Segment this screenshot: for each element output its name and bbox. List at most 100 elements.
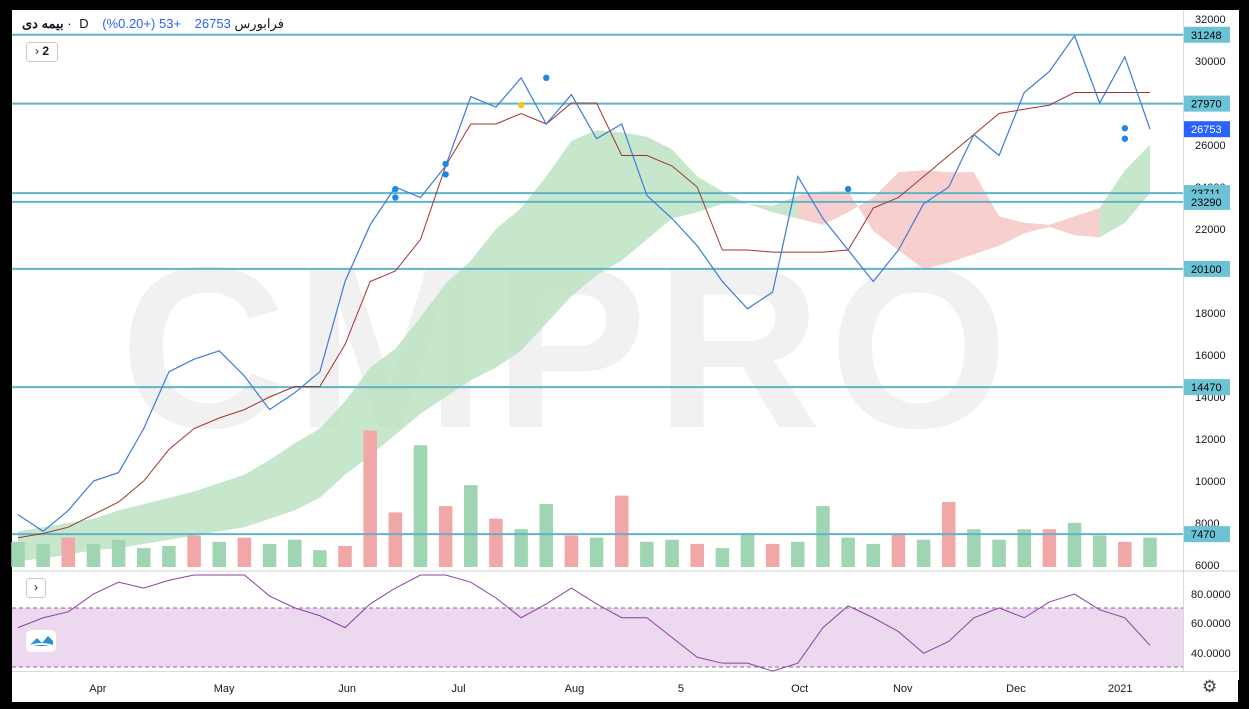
- price-axis-tick: 12000: [1195, 434, 1226, 446]
- chart-pane[interactable]: [12, 10, 1183, 680]
- volume-bar: [1067, 522, 1082, 567]
- volume-bar: [690, 543, 704, 567]
- volume-bar: [187, 535, 201, 567]
- volume-bar: [262, 543, 277, 567]
- volume-bar: [237, 537, 252, 567]
- last-price-badge: [1184, 121, 1230, 138]
- price-line: [17, 34, 1151, 533]
- rsi-axis-tick: 80.0000: [1191, 589, 1231, 601]
- price-axis-tick: 26000: [1195, 140, 1226, 152]
- volume-bar: [162, 546, 176, 567]
- chevron-right-icon: ›: [34, 44, 39, 58]
- rsi-expand-button[interactable]: ›: [26, 578, 46, 598]
- kumo-cloud-1: [797, 170, 1100, 269]
- signal-marker: [392, 185, 399, 193]
- time-axis-tick: Aug: [565, 683, 585, 695]
- price-axis-tick: 10000: [1195, 476, 1226, 488]
- volume-bar: [715, 548, 730, 567]
- level-badge-label: 20100: [1191, 264, 1222, 276]
- level-badge-27970: [1184, 95, 1230, 112]
- signal-marker: [392, 194, 399, 201]
- rsi-axis-tick: 60.0000: [1191, 618, 1231, 630]
- time-axis[interactable]: [12, 671, 1238, 702]
- volume-bar: [61, 537, 76, 567]
- volume-bar: [11, 541, 25, 567]
- time-axis-tick: Jun: [338, 683, 356, 695]
- volume-bar: [564, 535, 579, 567]
- legend-symbol: بیمه دی: [22, 16, 64, 31]
- signal-marker: [844, 185, 852, 193]
- rsi-line: [17, 574, 1151, 672]
- volume-bar: [816, 506, 830, 567]
- volume-bar: [36, 543, 50, 567]
- volume-bar: [791, 541, 805, 567]
- signal-marker: [543, 74, 550, 82]
- level-badge-label: 14470: [1191, 382, 1222, 394]
- signal-marker: [1121, 135, 1129, 142]
- level-badge-7470: [1184, 526, 1230, 543]
- time-axis-tick: 2021: [1108, 683, 1132, 695]
- collapse-indicators-button[interactable]: › 2: [26, 42, 58, 62]
- volume-bar: [287, 539, 302, 567]
- volume-bar: [1042, 529, 1057, 567]
- signal-marker: [442, 171, 449, 178]
- level-badge-label: 23290: [1191, 197, 1222, 209]
- level-badge-23290: [1184, 193, 1230, 210]
- volume-bar: [1092, 535, 1107, 567]
- volume-bar: [891, 533, 906, 567]
- legend-market: فرابورس: [234, 16, 284, 31]
- volume-bar: [665, 539, 679, 567]
- level-badge-label: 27970: [1191, 99, 1222, 111]
- volume-bar: [1118, 541, 1132, 567]
- volume-bar: [539, 504, 554, 567]
- kumo-cloud-0: [18, 130, 798, 561]
- time-axis-tick: 5: [678, 683, 684, 695]
- volume-bar: [137, 548, 151, 567]
- volume-bar: [388, 512, 403, 567]
- volume-bar: [514, 529, 528, 567]
- time-axis-tick: Oct: [791, 683, 808, 695]
- chevron-right-icon: ›: [34, 580, 38, 594]
- gear-icon[interactable]: ⚙: [1202, 677, 1218, 696]
- volume-bar: [640, 541, 654, 567]
- price-axis-tick: 16000: [1195, 350, 1226, 362]
- volume-bar: [464, 485, 478, 567]
- price-axis-tick: 32000: [1195, 14, 1226, 26]
- volume-bar: [212, 541, 227, 567]
- legend-price: 26753: [194, 16, 231, 31]
- time-axis-tick: May: [214, 683, 235, 695]
- signal-marker: [442, 160, 449, 168]
- legend-change: +53 (+0.20%): [102, 16, 182, 31]
- level-badge-20100: [1184, 260, 1230, 277]
- signal-marker-yellow: [517, 101, 525, 109]
- tradingview-logo-icon[interactable]: [26, 630, 56, 652]
- volume-bar: [1143, 537, 1157, 567]
- volume-bar: [86, 543, 101, 567]
- volume-bar: [866, 543, 881, 567]
- indicator-count: 2: [42, 44, 50, 58]
- time-axis-tick: Apr: [89, 683, 106, 695]
- last-price-label: 26753: [1191, 124, 1222, 136]
- level-badge-label: 7470: [1191, 529, 1215, 541]
- volume-bar: [740, 533, 755, 567]
- volume-bar: [338, 546, 352, 567]
- volume-bar: [916, 539, 931, 567]
- legend[interactable]: بیمه دی · D فرابورس 26753 +53 (+0.20%): [22, 16, 284, 32]
- price-axis-tick: 18000: [1195, 308, 1226, 320]
- level-badge-31248: [1184, 26, 1230, 43]
- legend-interval: D: [79, 16, 89, 31]
- time-axis-tick: Nov: [893, 683, 913, 695]
- volume-bar: [841, 537, 855, 567]
- price-axis-tick: 6000: [1195, 560, 1219, 572]
- level-badge-14470: [1184, 379, 1230, 396]
- level-badge-label: 31248: [1191, 30, 1222, 42]
- volume-bar: [413, 445, 428, 567]
- rsi-band: [12, 608, 1183, 667]
- price-axis-tick: 30000: [1195, 56, 1226, 68]
- legend-dot: ·: [67, 16, 72, 31]
- rsi-axis-tick: 40.0000: [1191, 648, 1231, 660]
- volume-bar: [489, 518, 503, 567]
- signal-marker: [1121, 125, 1129, 132]
